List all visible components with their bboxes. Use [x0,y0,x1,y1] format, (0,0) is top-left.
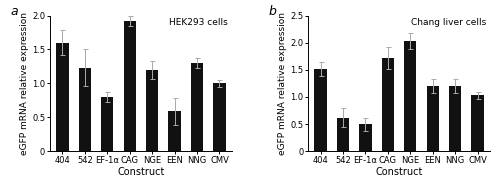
Bar [124,21,136,151]
Bar [337,118,349,151]
Bar [359,124,372,151]
Bar [146,70,158,151]
Bar [404,41,416,151]
Bar [214,83,226,151]
Bar [472,95,484,151]
X-axis label: Construct: Construct [117,167,164,177]
Text: a: a [10,5,18,18]
Y-axis label: eGFP mRNA relative expression: eGFP mRNA relative expression [278,12,287,155]
Bar [449,86,462,151]
Text: Chang liver cells: Chang liver cells [411,18,486,27]
Text: b: b [268,5,276,18]
Y-axis label: eGFP mRNA relative expression: eGFP mRNA relative expression [20,12,29,155]
X-axis label: Construct: Construct [376,167,423,177]
Bar [101,97,114,151]
Bar [314,69,326,151]
Bar [191,63,203,151]
Bar [78,68,91,151]
Bar [168,111,181,151]
Bar [426,86,439,151]
Bar [382,58,394,151]
Text: HEK293 cells: HEK293 cells [170,18,228,27]
Bar [56,43,68,151]
